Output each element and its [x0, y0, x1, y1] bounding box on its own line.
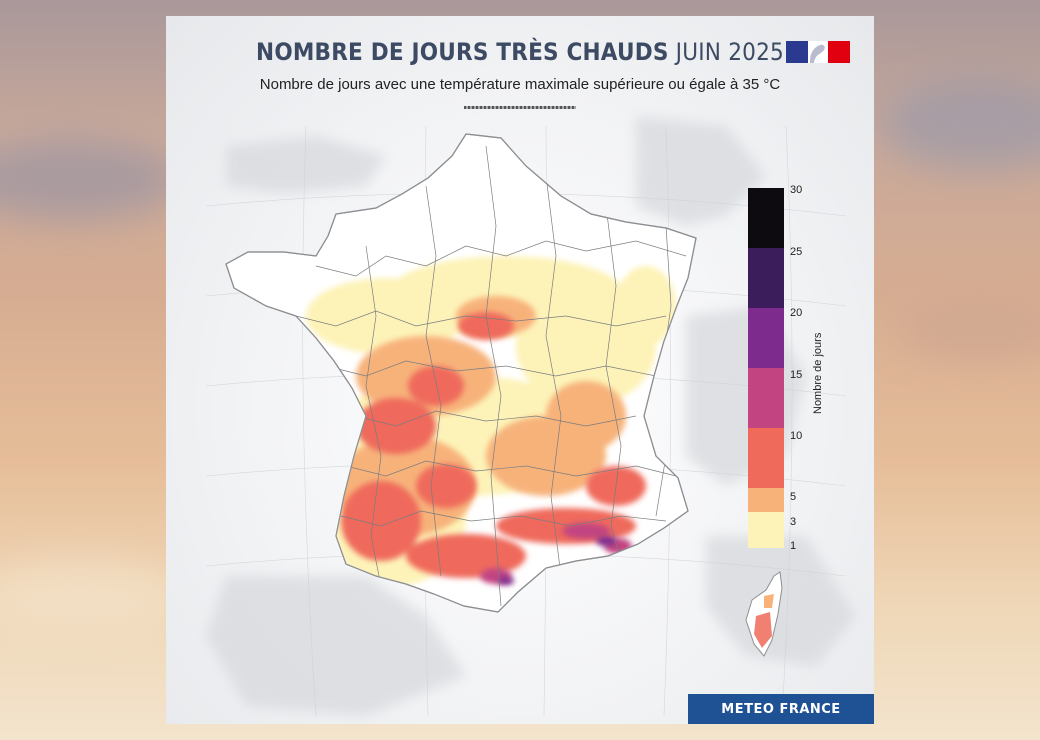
legend-tick: 10: [790, 430, 803, 442]
title-divider: [464, 106, 576, 109]
sky-cloud: [0, 140, 180, 220]
sky-cloud: [880, 80, 1040, 170]
legend-tick: 1: [790, 540, 797, 552]
legend-tick: 25: [790, 246, 803, 258]
corsica: [745, 571, 783, 657]
title-period: JUIN 2025: [675, 38, 784, 66]
sky-cloud: [900, 300, 1040, 360]
legend-tick: 20: [790, 307, 803, 319]
heat-map: [205, 116, 856, 717]
legend-title: Nombre de jours: [812, 332, 824, 414]
page-title: NOMBRE DE JOURS TRÈS CHAUDS JUIN 2025: [166, 38, 874, 66]
sky-cloud: [0, 560, 180, 630]
republique-francaise-logo: [786, 41, 850, 63]
legend-color-bar: [748, 188, 784, 548]
meteo-france-badge: METEO FRANCE: [688, 694, 874, 724]
infographic-card: NOMBRE DE JOURS TRÈS CHAUDS JUIN 2025 No…: [166, 16, 874, 724]
legend-tick: 5: [790, 491, 797, 503]
legend-tick: 3: [790, 516, 797, 528]
legend-tick: 15: [790, 369, 803, 381]
title-main: NOMBRE DE JOURS TRÈS CHAUDS: [256, 38, 669, 66]
legend-tick: 30: [790, 184, 803, 196]
page-subtitle: Nombre de jours avec une température max…: [259, 76, 781, 93]
